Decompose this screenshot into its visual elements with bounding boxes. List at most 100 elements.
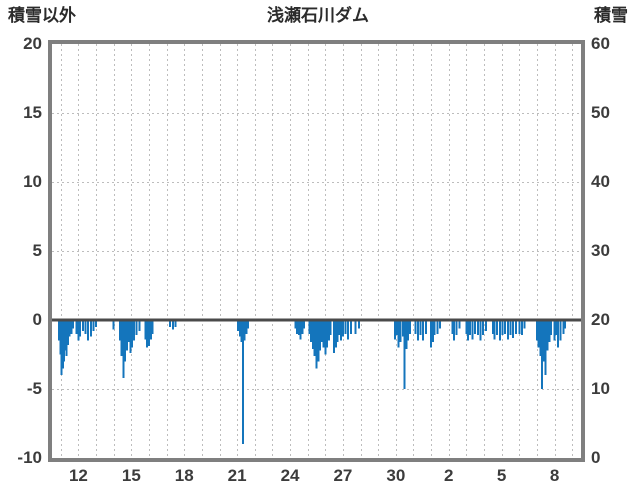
x-axis-tick-label: 21 bbox=[227, 466, 247, 485]
precipitation-bar bbox=[349, 320, 352, 334]
precipitation-bar bbox=[336, 320, 339, 343]
precipitation-bar bbox=[403, 320, 406, 389]
y-axis-right-tick-label: 10 bbox=[591, 379, 610, 398]
precipitation-bar bbox=[405, 320, 408, 349]
precipitation-bar bbox=[465, 320, 468, 334]
precipitation-bar bbox=[125, 320, 128, 351]
precipitation-bar bbox=[474, 320, 477, 334]
precipitation-bar bbox=[310, 320, 313, 343]
precipitation-bar bbox=[66, 320, 69, 345]
precipitation-bar bbox=[75, 320, 78, 334]
precipitation-bar bbox=[414, 320, 417, 334]
precipitation-bar bbox=[520, 320, 523, 336]
precipitation-bar bbox=[131, 320, 134, 348]
precipitation-bar bbox=[496, 320, 499, 336]
x-axis-tick-label: 2 bbox=[444, 466, 454, 485]
precipitation-bar bbox=[458, 320, 461, 329]
x-axis-tick-label: 5 bbox=[496, 466, 507, 485]
precipitation-bar bbox=[62, 320, 65, 362]
precipitation-bar bbox=[436, 320, 439, 334]
y-axis-left-tick-label: 20 bbox=[23, 34, 42, 53]
precipitation-bar bbox=[311, 320, 314, 349]
chart-title: 浅瀬石川ダム bbox=[267, 6, 369, 25]
precipitation-bar bbox=[504, 320, 507, 334]
precipitation-bar bbox=[408, 320, 411, 334]
precipitation-bar bbox=[476, 320, 479, 336]
precipitation-bar bbox=[129, 320, 132, 354]
precipitation-bar bbox=[241, 320, 244, 445]
precipitation-bar bbox=[127, 320, 130, 343]
precipitation-bar bbox=[422, 320, 425, 341]
y-axis-right-tick-label: 0 bbox=[591, 448, 601, 467]
y-axis-left-tick-label: -10 bbox=[17, 448, 42, 467]
precipitation-bar bbox=[557, 320, 560, 348]
precipitation-bar bbox=[79, 320, 82, 337]
precipitation-bar bbox=[334, 320, 337, 348]
precipitation-bar bbox=[151, 320, 154, 334]
precipitation-bar bbox=[347, 320, 350, 340]
precipitation-bar bbox=[501, 320, 504, 336]
precipitation-bar bbox=[144, 320, 147, 340]
precipitation-bar bbox=[315, 320, 318, 369]
precipitation-bar bbox=[135, 320, 138, 336]
precipitation-bar bbox=[245, 320, 248, 334]
precipitation-bar bbox=[399, 320, 402, 343]
precipitation-bar bbox=[324, 320, 327, 355]
precipitation-bar bbox=[541, 320, 544, 389]
precipitation-bar bbox=[77, 320, 80, 341]
precipitation-bar bbox=[509, 320, 512, 336]
precipitation-bar bbox=[333, 320, 336, 354]
precipitation-bar bbox=[122, 320, 125, 378]
precipitation-bar bbox=[430, 320, 433, 348]
precipitation-bar bbox=[313, 320, 316, 356]
precipitation-bar bbox=[468, 320, 471, 336]
y-axis-left-tick-label: 0 bbox=[32, 310, 42, 329]
precipitation-bar bbox=[562, 320, 565, 334]
precipitation-bar bbox=[294, 320, 297, 329]
precipitation-bar bbox=[92, 320, 95, 332]
y-axis-right-tick-label: 60 bbox=[591, 34, 610, 53]
precipitation-bar bbox=[535, 320, 538, 341]
precipitation-bar bbox=[393, 320, 396, 340]
precipitation-bar bbox=[340, 320, 343, 341]
precipitation-bar bbox=[299, 320, 302, 340]
precipitation-bar bbox=[493, 320, 496, 340]
plot-area bbox=[48, 40, 585, 462]
precipitation-bar bbox=[87, 320, 90, 341]
precipitation-bar bbox=[453, 320, 456, 341]
precipitation-bar bbox=[512, 320, 515, 338]
precipitation-bar bbox=[297, 320, 300, 336]
precipitation-bar bbox=[506, 320, 509, 340]
precipitation-bar bbox=[240, 320, 243, 343]
plot-svg bbox=[52, 44, 581, 458]
precipitation-bar bbox=[95, 320, 98, 327]
x-axis-tick-label: 24 bbox=[280, 466, 300, 485]
precipitation-bar bbox=[537, 320, 540, 348]
precipitation-bar bbox=[243, 320, 246, 341]
precipitation-bar bbox=[451, 320, 454, 334]
precipitation-bar bbox=[498, 320, 501, 341]
precipitation-bar bbox=[133, 320, 135, 341]
precipitation-bar bbox=[70, 320, 73, 334]
precipitation-bar bbox=[338, 320, 341, 336]
precipitation-bar bbox=[407, 320, 410, 341]
precipitation-bar bbox=[395, 320, 398, 336]
x-axis-tick-label: 30 bbox=[386, 466, 406, 485]
precipitation-bar bbox=[89, 320, 92, 337]
precipitation-bar bbox=[455, 320, 458, 336]
precipitation-bar bbox=[564, 320, 567, 329]
precipitation-bar bbox=[491, 320, 494, 334]
precipitation-bar bbox=[112, 320, 115, 330]
x-axis-tick-label: 8 bbox=[549, 466, 560, 485]
precipitation-bar bbox=[58, 320, 61, 341]
precipitation-bar bbox=[553, 320, 556, 341]
precipitation-bar bbox=[61, 320, 64, 369]
y-axis-left-tick-label: 5 bbox=[32, 241, 42, 260]
precipitation-bar bbox=[60, 320, 63, 376]
precipitation-bar bbox=[419, 320, 422, 336]
precipitation-bar bbox=[431, 320, 434, 343]
precipitation-bar bbox=[247, 320, 250, 329]
precipitation-bar bbox=[357, 320, 360, 329]
precipitation-bar bbox=[72, 320, 75, 329]
